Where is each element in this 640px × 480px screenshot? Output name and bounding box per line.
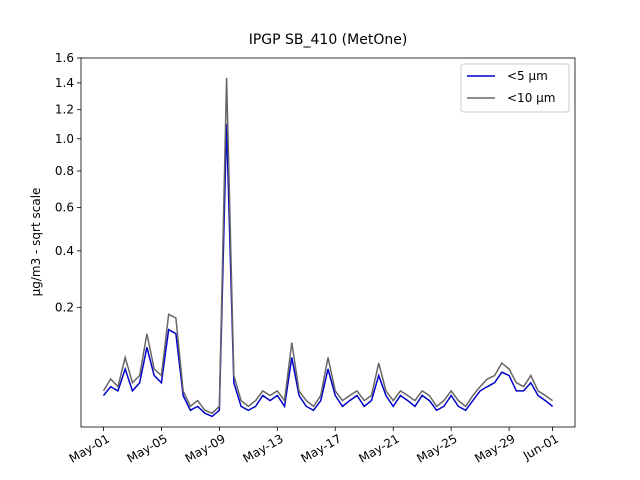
chart-title: IPGP SB_410 (MetOne) [249, 32, 408, 48]
x-tick-label: May-05 [125, 431, 170, 465]
line-series [102, 77, 553, 415]
legend-label: <10 µm [507, 91, 555, 105]
x-tick-label: Jun-01 [520, 431, 561, 463]
x-tick-label: May-25 [414, 431, 459, 465]
y-tick-label: 1.4 [55, 76, 74, 90]
x-tick-label: May-29 [472, 431, 517, 465]
legend-label: <5 µm [507, 69, 548, 83]
y-tick-label: 0.6 [55, 201, 74, 215]
x-tick-label: May-01 [67, 431, 112, 465]
x-tick-label: May-13 [241, 431, 286, 465]
x-tick-label: May-09 [183, 431, 228, 465]
y-tick-label: 0.8 [55, 164, 74, 178]
x-tick-label: May-17 [298, 431, 343, 465]
y-tick-label: 0.2 [55, 300, 74, 314]
y-tick-label: 0.4 [55, 244, 74, 258]
line-series [102, 123, 554, 418]
y-tick-label: 1.6 [55, 51, 74, 65]
plot-frame [80, 57, 576, 428]
x-tick-label: May-21 [356, 431, 401, 465]
y-axis-label: µg/m3 - sqrt scale [29, 188, 43, 297]
y-tick-label: 1.0 [55, 132, 74, 146]
y-tick-label: 1.2 [55, 103, 74, 117]
